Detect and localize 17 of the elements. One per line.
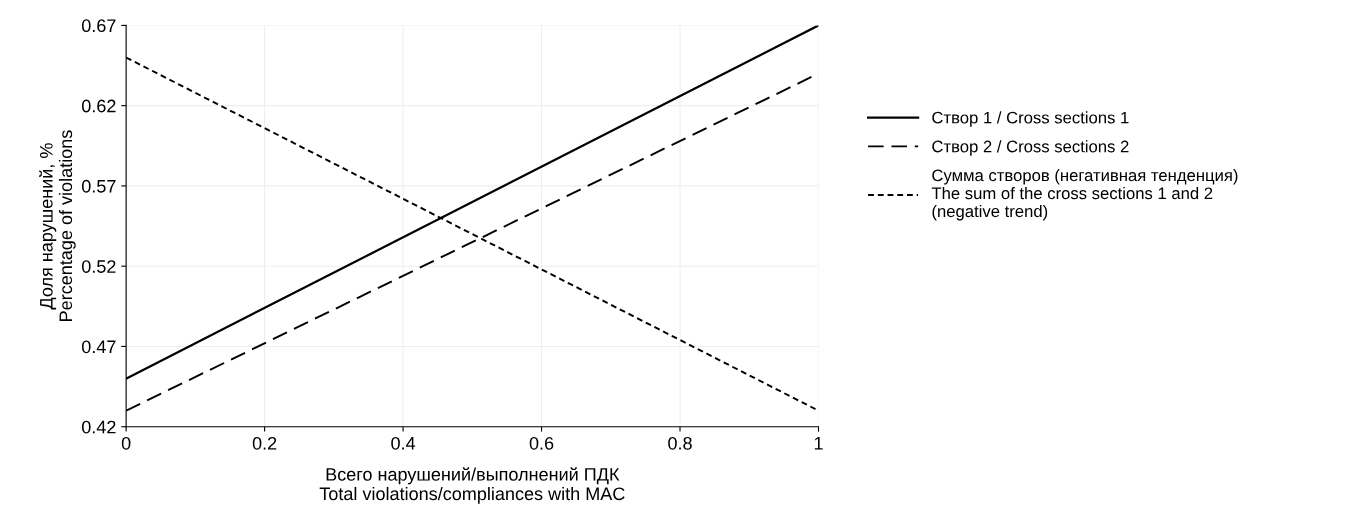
- y-tick-label: 0.42: [81, 420, 116, 434]
- y-tick-label: 0.52: [81, 260, 116, 273]
- x-tick-label: 0: [121, 436, 131, 450]
- x-axis-title: Всего нарушений/выполнений ПДК Total violations/compliances with MAC: [319, 467, 625, 504]
- legend-label: Створ 2 / Cross sections 2: [932, 140, 1129, 156]
- x-tick-label: 0.2: [252, 436, 277, 450]
- x-tick-label: 0.8: [668, 436, 692, 450]
- x-tick-label: 0.4: [391, 436, 416, 450]
- y-tick-label: 0.62: [81, 99, 116, 113]
- x-tick-label: 0.6: [529, 436, 554, 450]
- y-tick-label: 0.67: [81, 19, 116, 33]
- legend-label: Створ 1 / Cross sections 1: [932, 111, 1129, 127]
- y-axis-title: Доля нарушений, % Percentage of violations: [39, 130, 76, 321]
- y-tick-label: 0.47: [81, 340, 116, 354]
- legend-label: Сумма створов (негативная тенденция) The sum of the cross sections 1 and 2 (negative trend): [931, 169, 1238, 221]
- x-tick-label: 1: [814, 437, 823, 450]
- y-tick-label: 0.57: [81, 179, 116, 193]
